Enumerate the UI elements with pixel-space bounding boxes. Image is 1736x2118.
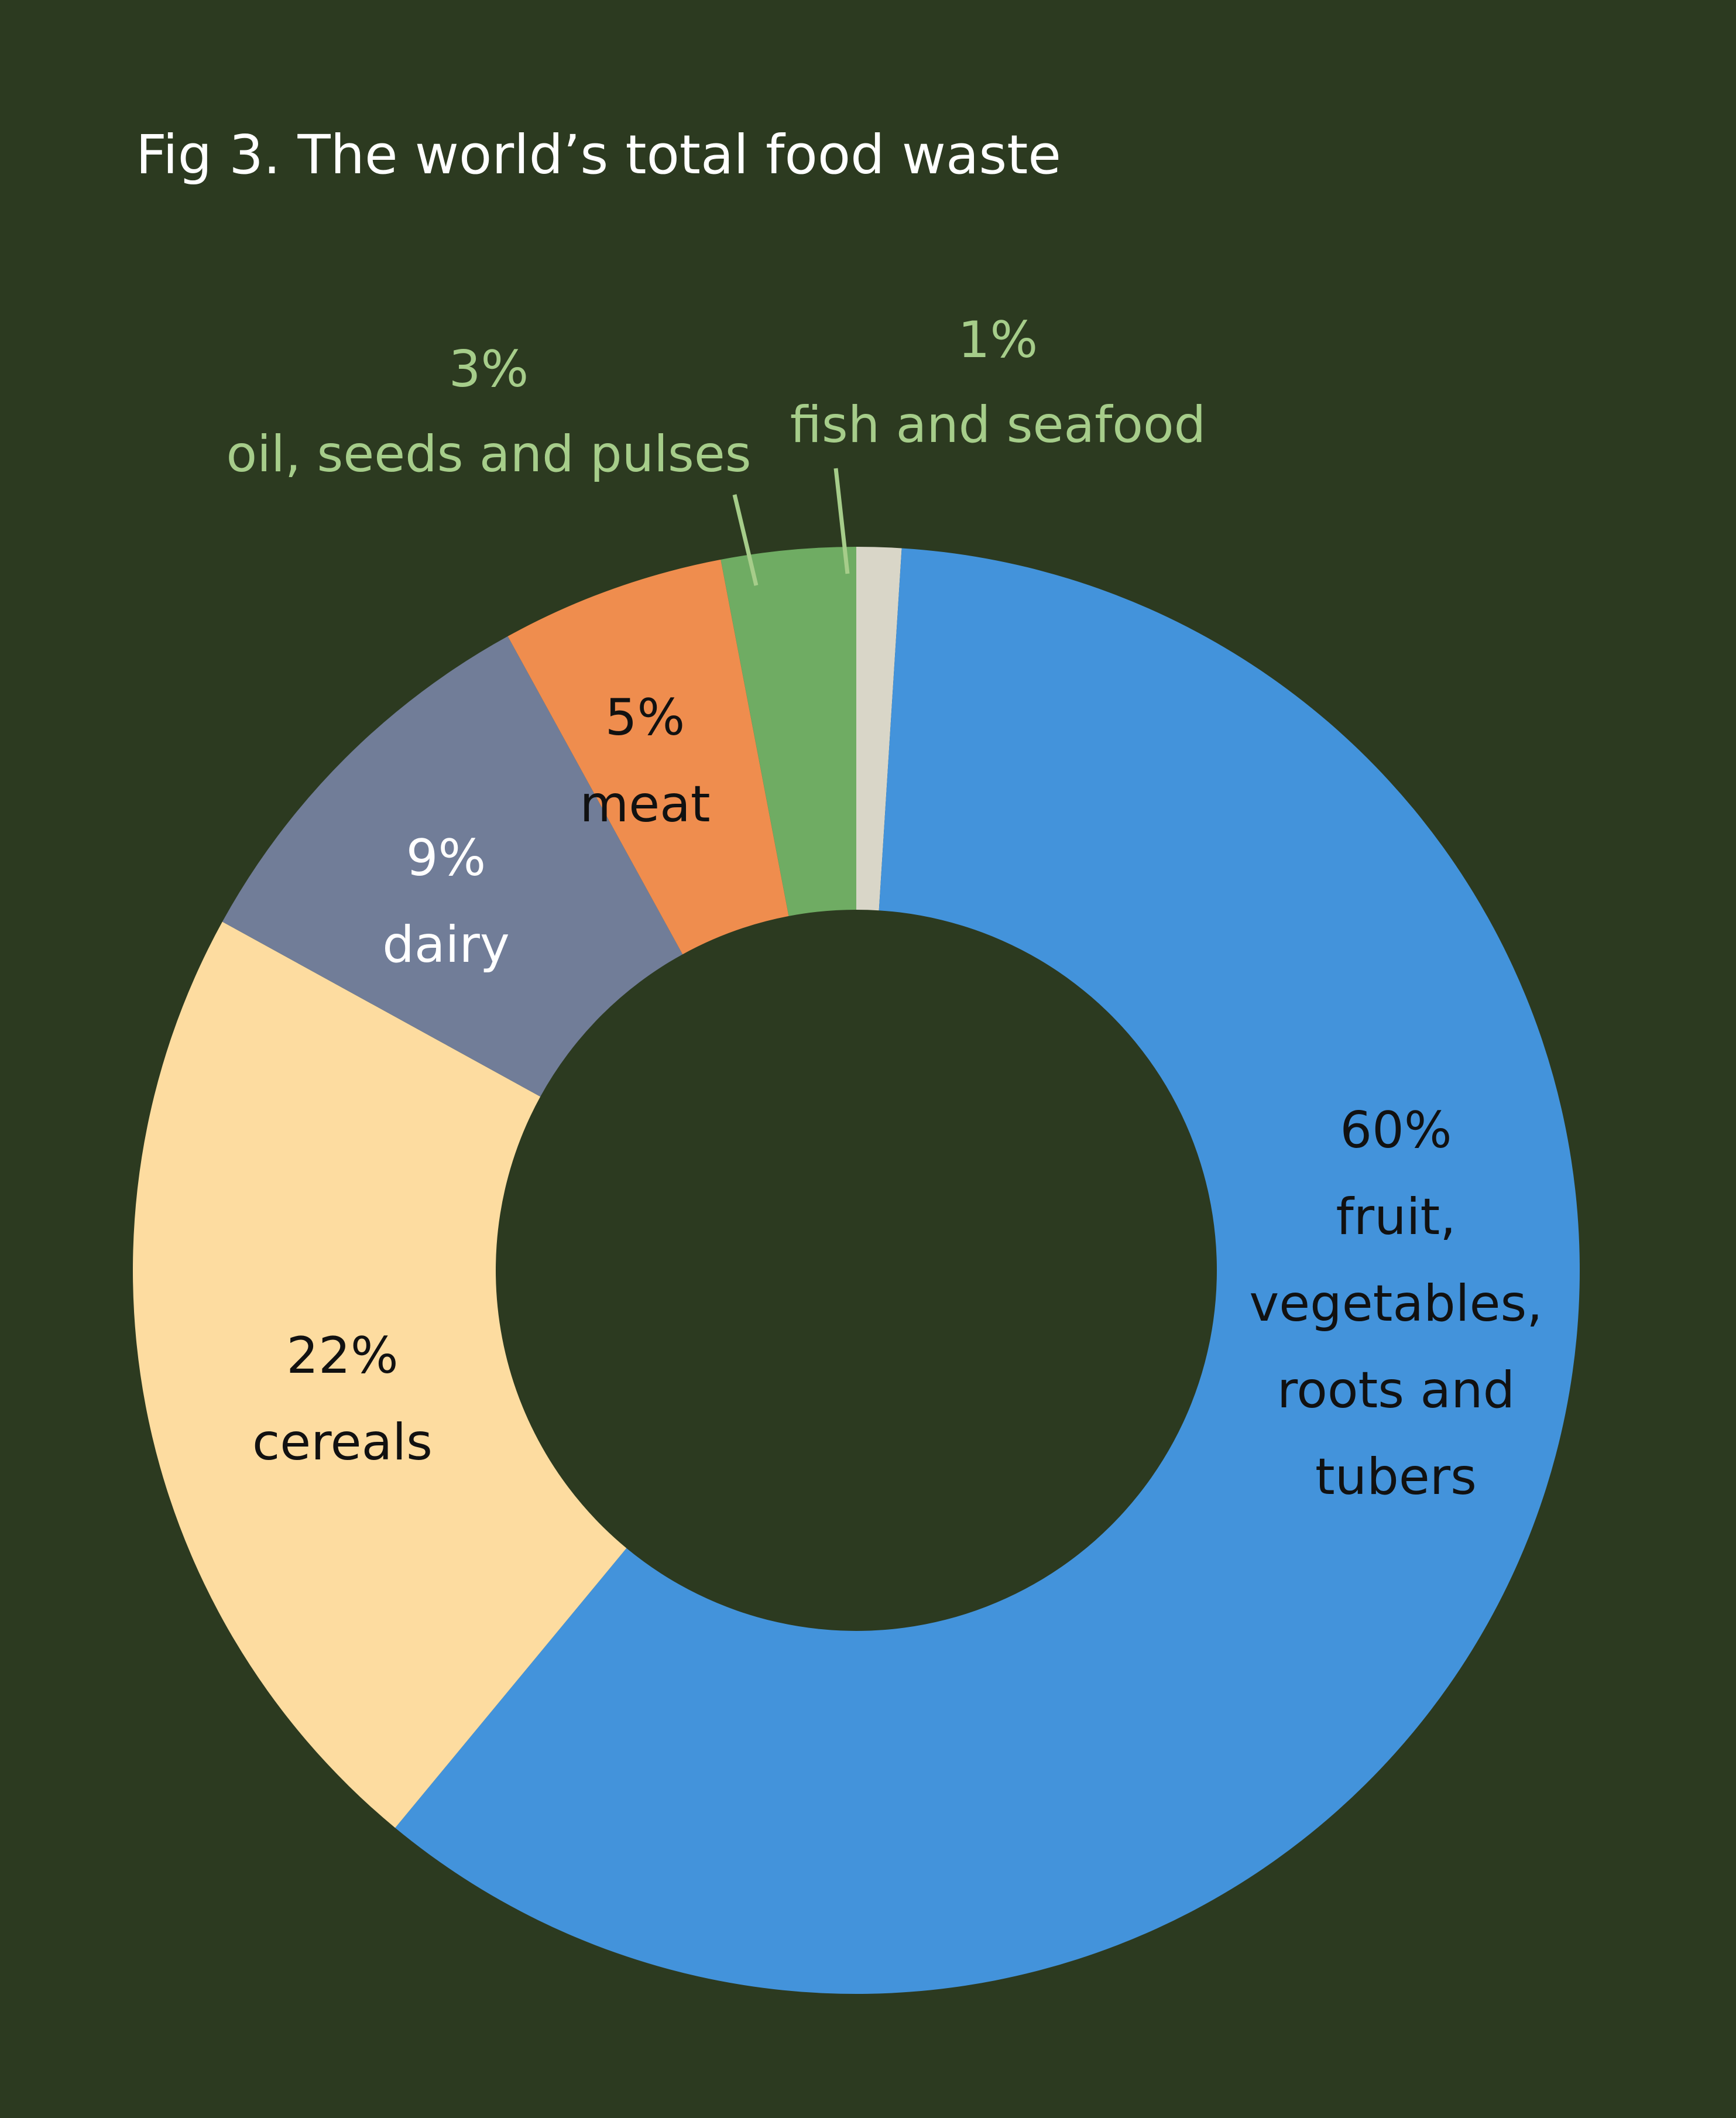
label-dairy: 9% dairy <box>382 829 509 974</box>
label-fruit-value: 60% <box>1340 1101 1452 1160</box>
label-cereals-value: 22% <box>286 1327 398 1385</box>
label-fruit-text: roots and <box>1277 1361 1515 1420</box>
label-fruit-text: fruit, <box>1336 1188 1456 1246</box>
leader-line-fish <box>833 468 850 574</box>
slice-dairy <box>222 636 683 1097</box>
label-fruit-text: tubers <box>1315 1448 1477 1506</box>
label-fruit-text: vegetables, <box>1249 1274 1542 1333</box>
label-fish-value: 1% <box>958 311 1038 369</box>
label-cereals: 22% cereals <box>252 1327 433 1472</box>
slice-cereals <box>132 921 627 1828</box>
slice-fish <box>856 547 902 911</box>
label-fish-text: fish and seafood <box>790 396 1206 454</box>
label-dairy-value: 9% <box>406 829 486 887</box>
slice-labels: 1% fish and seafood 60% fruit, vegetables, ro… <box>226 311 1542 1506</box>
label-meat-text: meat <box>579 775 710 834</box>
label-fruit: 60% fruit, vegetables, roots and tubers <box>1249 1101 1542 1506</box>
slice-oil <box>721 547 856 916</box>
label-meat: 5% meat <box>579 688 710 834</box>
label-meat-value: 5% <box>605 688 685 747</box>
chart-title: Fig 3. The world’s total food waste <box>136 124 1061 186</box>
leader-line-oil <box>732 494 759 586</box>
label-oil: 3% oil, seeds and pulses <box>226 340 759 586</box>
slice-fruit <box>395 548 1580 1994</box>
label-oil-text: oil, seeds and pulses <box>226 425 751 484</box>
slice-meat <box>507 559 789 955</box>
label-dairy-text: dairy <box>382 916 509 974</box>
label-oil-value: 3% <box>449 340 529 399</box>
label-cereals-text: cereals <box>252 1413 433 1472</box>
donut-slices <box>132 547 1580 1994</box>
label-fish: 1% fish and seafood <box>790 311 1206 574</box>
